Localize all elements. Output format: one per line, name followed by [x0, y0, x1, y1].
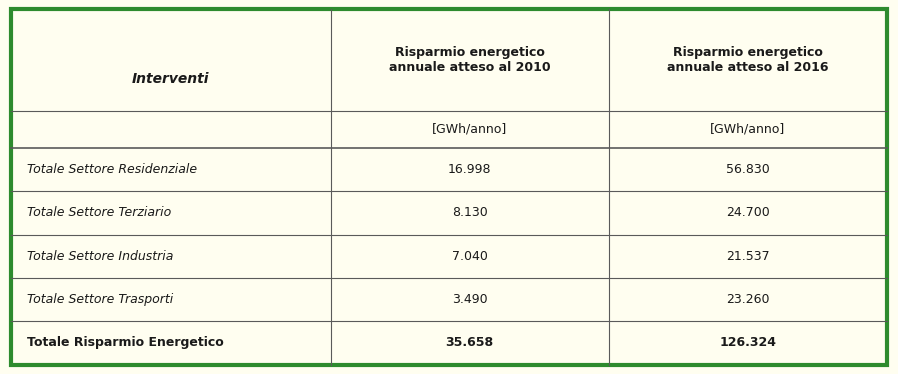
Text: [GWh/anno]: [GWh/anno]: [432, 123, 507, 136]
Text: Totale Settore Terziario: Totale Settore Terziario: [27, 206, 171, 220]
Text: 3.490: 3.490: [452, 293, 488, 306]
Text: Risparmio energetico
annuale atteso al 2010: Risparmio energetico annuale atteso al 2…: [389, 46, 550, 74]
Text: Totale Risparmio Energetico: Totale Risparmio Energetico: [27, 337, 224, 349]
Text: Interventi: Interventi: [132, 72, 209, 86]
Text: Totale Settore Residenziale: Totale Settore Residenziale: [27, 163, 197, 176]
Text: 16.998: 16.998: [448, 163, 491, 176]
Text: 23.260: 23.260: [726, 293, 770, 306]
Text: 24.700: 24.700: [726, 206, 770, 220]
Text: 21.537: 21.537: [726, 250, 770, 263]
Text: Risparmio energetico
annuale atteso al 2016: Risparmio energetico annuale atteso al 2…: [667, 46, 829, 74]
Text: 8.130: 8.130: [452, 206, 488, 220]
Text: Totale Settore Trasporti: Totale Settore Trasporti: [27, 293, 172, 306]
Text: 56.830: 56.830: [726, 163, 770, 176]
Text: Totale Settore Industria: Totale Settore Industria: [27, 250, 173, 263]
Text: [GWh/anno]: [GWh/anno]: [710, 123, 786, 136]
Text: 126.324: 126.324: [719, 337, 777, 349]
Text: 35.658: 35.658: [445, 337, 494, 349]
Text: 7.040: 7.040: [452, 250, 488, 263]
